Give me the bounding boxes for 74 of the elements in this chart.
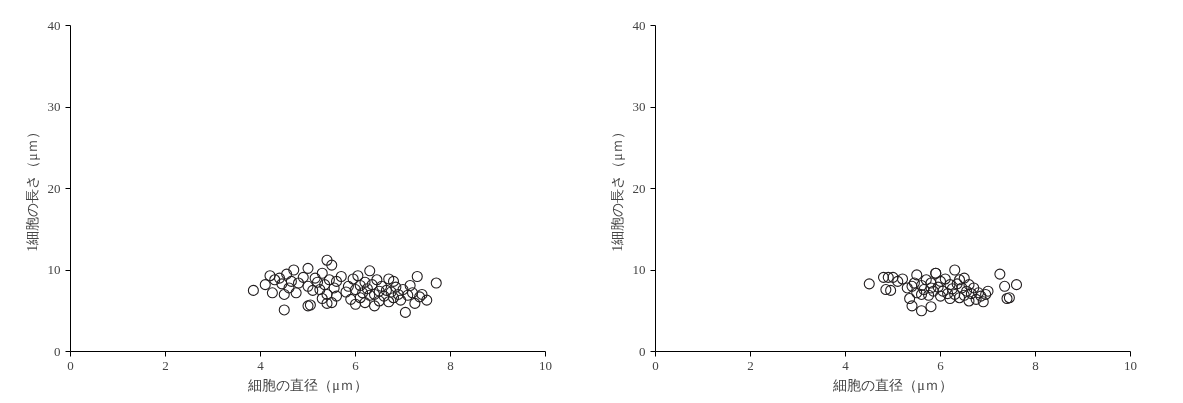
point (877, 271, 890, 283)
point (963, 279, 975, 291)
y-tick-label: 0 (54, 343, 61, 359)
point (949, 288, 961, 300)
point (904, 292, 916, 305)
point (863, 278, 875, 290)
point (961, 285, 973, 297)
point (953, 274, 966, 286)
y-tick-label: 0 (639, 343, 646, 359)
point (901, 282, 913, 294)
point (906, 300, 918, 312)
point (892, 275, 904, 287)
x-tick-label: 4 (257, 357, 265, 373)
x-tick-label: 8 (1032, 357, 1039, 373)
x-tick-label: 0 (652, 357, 659, 373)
y-tick-label: 20 (47, 180, 61, 196)
point (958, 289, 970, 301)
point (1010, 279, 1023, 291)
point (915, 279, 928, 292)
y-tick-label: 40 (632, 17, 646, 33)
y-tick-label: 10 (632, 262, 646, 277)
point (887, 271, 899, 283)
x-tick-label: 4 (842, 357, 850, 373)
x-tick-label: 8 (447, 357, 454, 373)
point (923, 289, 935, 301)
y-tick-label: 30 (632, 99, 646, 114)
x-tick-label: 10 (1124, 357, 1137, 373)
point (934, 290, 947, 302)
point (934, 275, 947, 287)
x-tick-label: 0 (67, 357, 74, 373)
point (925, 277, 937, 289)
y-tick-label: 20 (632, 180, 646, 196)
point (956, 282, 968, 294)
point (939, 273, 951, 285)
y-axis-title: 1細胞の長さ（μｍ） (609, 125, 625, 252)
point (932, 281, 944, 293)
point (896, 273, 909, 285)
point (951, 278, 963, 290)
point (968, 282, 980, 294)
y-tick-label: 30 (47, 99, 61, 114)
point (963, 295, 975, 307)
point (925, 301, 937, 313)
point (970, 293, 982, 305)
point (994, 268, 1006, 280)
point (920, 274, 932, 286)
point (949, 264, 961, 276)
x-axis-title: 細胞の直径（μｍ） (832, 377, 953, 393)
point (911, 269, 923, 281)
point (953, 292, 966, 304)
x-tick-label: 2 (162, 357, 169, 373)
point (958, 272, 970, 284)
point (915, 288, 928, 300)
y-axis-title: 1細胞の長さ（μｍ） (24, 125, 40, 252)
point (882, 271, 894, 283)
point (944, 292, 956, 305)
point (911, 287, 923, 299)
point (977, 296, 989, 308)
y-tick-label: 10 (47, 262, 61, 277)
y-tick-label: 40 (47, 17, 61, 33)
point (885, 284, 897, 296)
point (937, 285, 949, 297)
x-axis-title: 細胞の直径（μｍ） (247, 377, 368, 393)
x-tick-label: 2 (747, 357, 754, 373)
point (942, 288, 954, 300)
point (918, 284, 930, 296)
point (915, 305, 928, 317)
x-tick-label: 6 (937, 357, 945, 373)
point (999, 280, 1011, 292)
x-tick-label: 10 (539, 357, 552, 373)
point (946, 283, 958, 295)
point (880, 284, 892, 296)
x-tick-label: 6 (352, 357, 360, 373)
point (965, 288, 977, 300)
point (944, 279, 956, 291)
